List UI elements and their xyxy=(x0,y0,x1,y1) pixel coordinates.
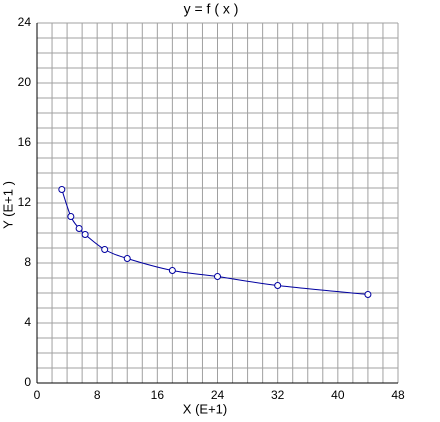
y-axis-label: Y (E+1 ) xyxy=(0,181,15,229)
point xyxy=(123,255,131,262)
x-tick-label: 48 xyxy=(391,388,405,402)
y-tick-label: 0 xyxy=(24,375,31,389)
x-tick-label: 24 xyxy=(211,388,225,402)
x-tick-label: 40 xyxy=(331,388,345,402)
y-tick-label: 8 xyxy=(24,255,31,269)
chart-title: y = f ( x ) xyxy=(184,1,239,17)
y-tick-label: 16 xyxy=(18,135,32,149)
y-tick-label: 20 xyxy=(18,75,32,89)
point xyxy=(274,282,282,289)
point xyxy=(58,186,66,193)
point xyxy=(364,291,372,298)
x-axis-label: X (E+1) xyxy=(183,401,227,416)
point xyxy=(81,231,89,238)
x-tick-label: 8 xyxy=(94,388,101,402)
y-tick-label: 4 xyxy=(24,315,31,329)
series-line xyxy=(61,189,368,295)
point xyxy=(214,273,221,280)
x-tick-label: 0 xyxy=(34,388,41,402)
y-tick-label: 24 xyxy=(18,15,32,29)
point xyxy=(168,267,176,274)
x-tick-label: 32 xyxy=(271,388,285,402)
point xyxy=(67,213,75,220)
y-tick-label: 12 xyxy=(18,195,32,209)
x-tick-label: 16 xyxy=(151,388,165,402)
point xyxy=(101,246,109,253)
point xyxy=(75,225,83,232)
